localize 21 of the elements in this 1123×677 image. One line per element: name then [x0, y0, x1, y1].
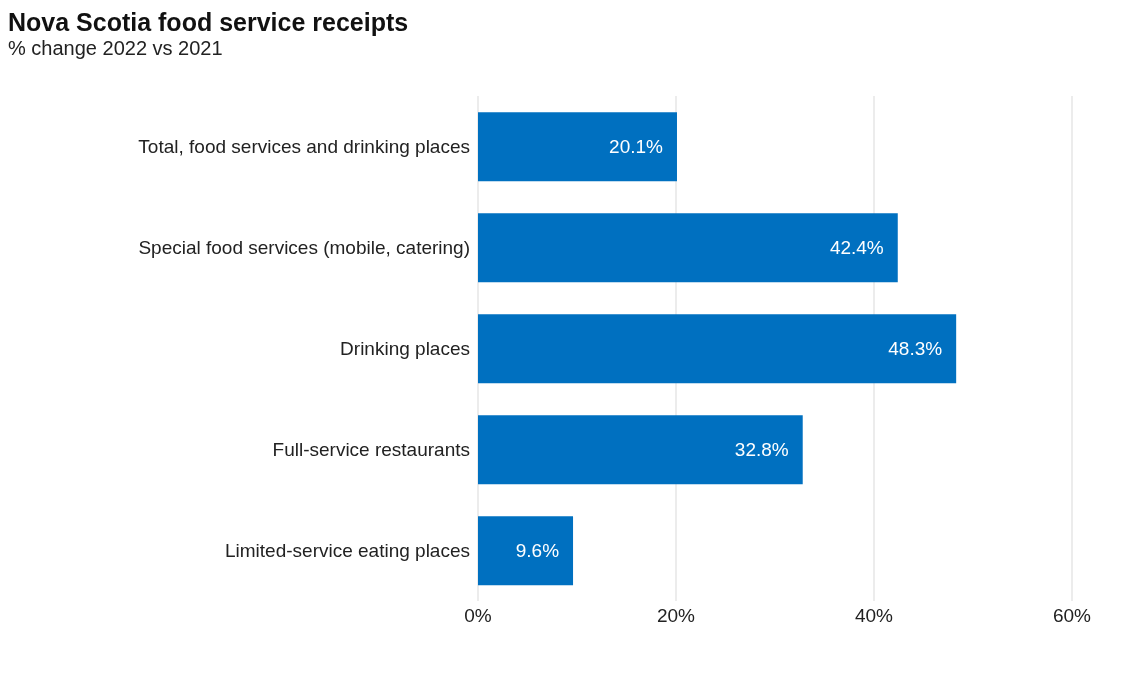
data-label: 9.6% — [515, 540, 560, 562]
data-label: 42.4% — [829, 237, 884, 259]
text: Nova Scotia food service receipts — [8, 8, 410, 37]
bar — [478, 112, 677, 182]
x-tick-label: 20% — [656, 605, 696, 627]
x-tick-label: 40% — [854, 605, 894, 627]
text: % change 2022 vs 2021 — [8, 37, 224, 60]
x-tick-label: 0% — [464, 605, 492, 627]
bar — [478, 213, 898, 283]
x-tick-label: 60% — [1052, 605, 1092, 627]
data-label: 32.8% — [734, 439, 789, 461]
y-tick-label: Total, food services and drinking places — [138, 136, 470, 158]
data-label: 48.3% — [888, 338, 943, 360]
y-tick-label: Full-service restaurants — [272, 439, 470, 461]
bar — [478, 415, 803, 485]
data-label: 20.1% — [609, 136, 664, 158]
bar — [478, 516, 574, 586]
y-tick-label: Special food services (mobile, catering) — [138, 237, 470, 259]
bar — [478, 314, 957, 384]
y-tick-label: Limited-service eating places — [224, 540, 470, 562]
y-tick-label: Drinking places — [340, 338, 470, 360]
